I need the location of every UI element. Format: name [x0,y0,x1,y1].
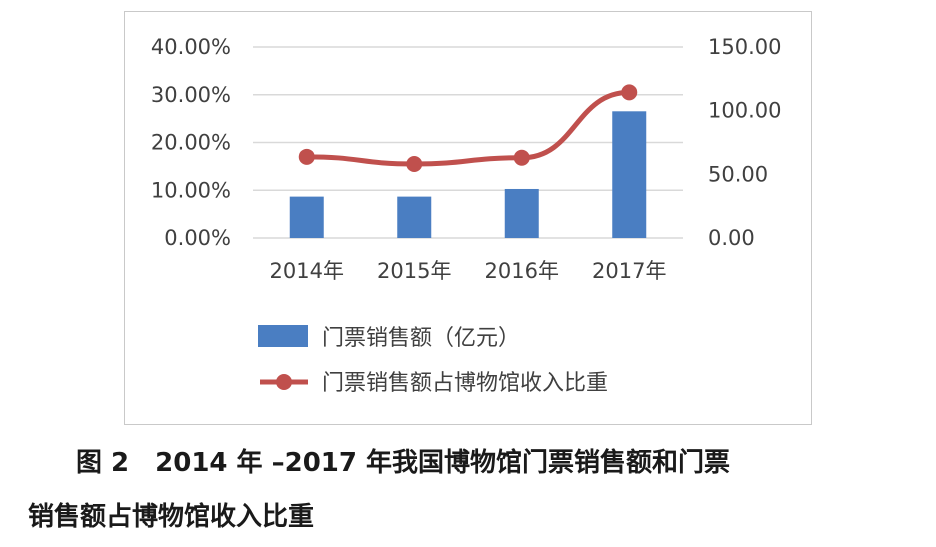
line-point [406,155,423,172]
legend-bar-swatch [258,325,308,347]
left-tick-label: 0.00% [164,226,231,250]
x-tick-label: 2016年 [485,259,559,283]
right-tick-label: 150.00 [708,35,781,59]
line-series [298,84,638,172]
chart-frame: 0.00% 10.00% 20.00% 30.00% 40.00% 0.00 50.00 1… [124,11,812,425]
right-tick-label: 0.00 [708,226,755,250]
line-point [513,149,530,166]
caption-line-2: 销售额占博物馆收入比重 [28,502,315,532]
left-axis: 0.00% 10.00% 20.00% 30.00% 40.00% [151,35,231,250]
bar [612,111,647,238]
x-tick-label: 2015年 [377,259,451,283]
bar [504,188,539,238]
legend: 门票销售额（亿元） 门票销售额占博物馆收入比重 [258,325,608,396]
left-tick-label: 40.00% [151,35,231,59]
x-axis: 2014年 2015年 2016年 2017年 [270,259,667,283]
left-tick-label: 10.00% [151,178,231,202]
legend-bar-label: 门票销售额（亿元） [322,326,520,351]
x-tick-label: 2014年 [270,259,344,283]
legend-line-label: 门票销售额占博物馆收入比重 [322,371,608,396]
figure-caption: 图 2 2014 年 –2017 年我国博物馆门票销售额和门票 销售额占博物馆收… [28,436,928,544]
x-tick-label: 2017年 [592,259,666,283]
right-tick-label: 100.00 [708,99,781,123]
bar [397,196,432,238]
line-point [298,148,315,165]
series-line [304,89,632,167]
bar [289,196,324,238]
right-axis: 0.00 50.00 100.00 150.00 [708,35,781,250]
bar-series [289,111,647,238]
caption-line-1: 图 2 2014 年 –2017 年我国博物馆门票销售额和门票 [76,448,731,478]
left-tick-label: 30.00% [151,83,231,107]
right-tick-label: 50.00 [708,162,768,186]
left-tick-label: 20.00% [151,131,231,155]
legend-line-marker [276,374,292,390]
chart-svg: 0.00% 10.00% 20.00% 30.00% 40.00% 0.00 50.00 1… [151,35,782,396]
line-point [621,84,638,101]
